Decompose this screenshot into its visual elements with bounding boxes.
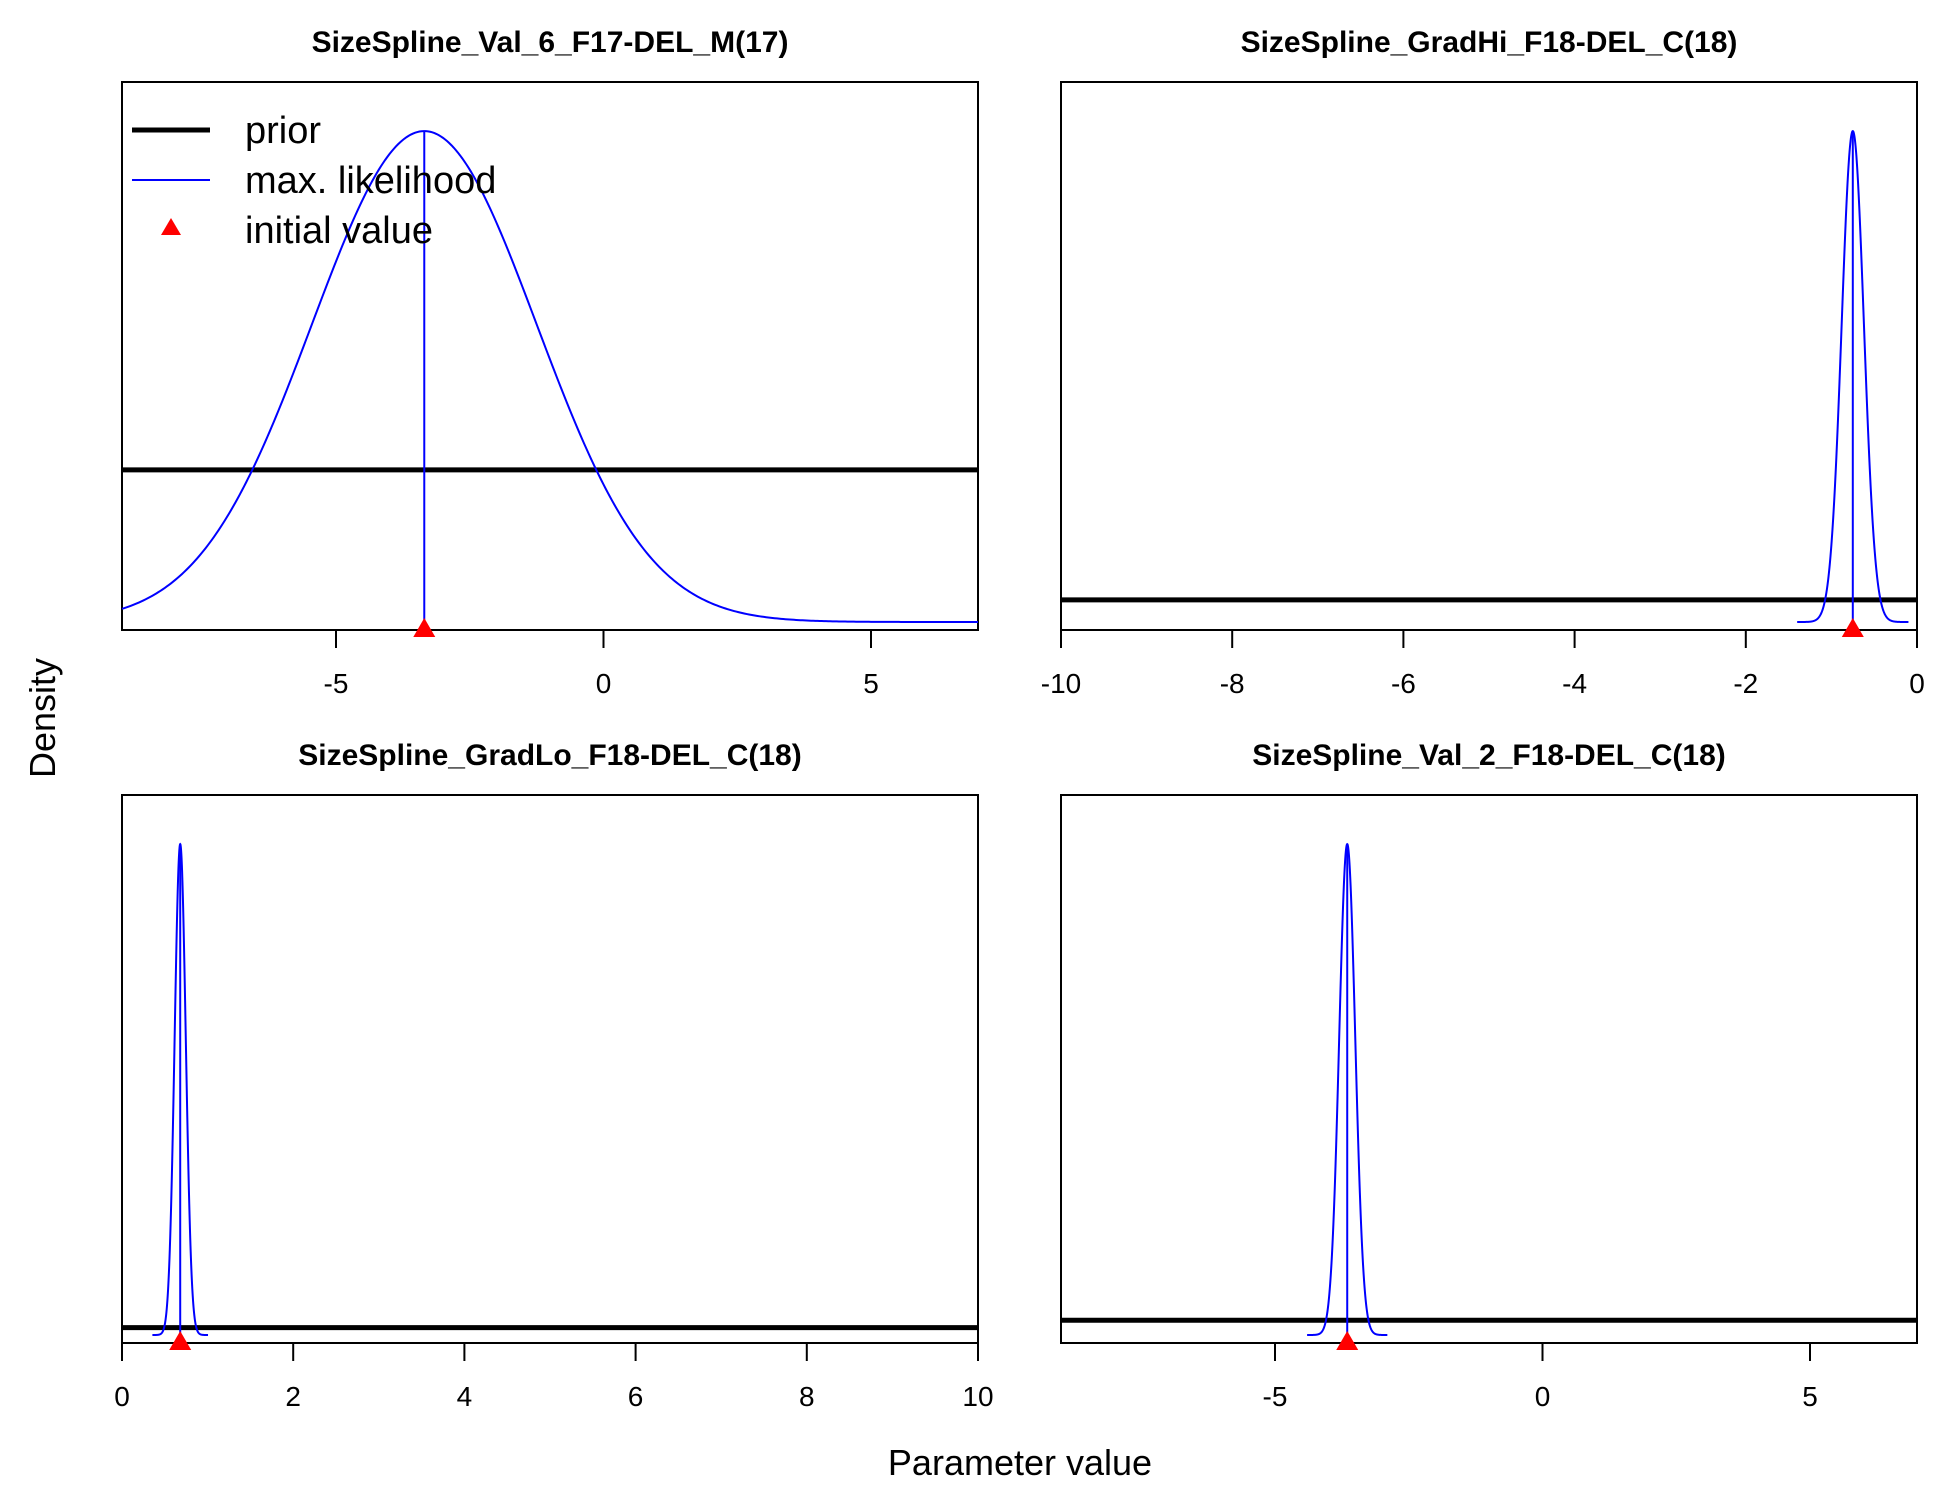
x-axis-label: Parameter value xyxy=(888,1442,1152,1483)
initial-value-marker xyxy=(169,1331,192,1350)
initial-value-marker xyxy=(1841,618,1864,637)
x-tick-label: 0 xyxy=(596,668,612,699)
x-tick-label: 6 xyxy=(628,1381,644,1412)
legend-initial-value-label: initial value xyxy=(245,210,433,252)
panel-title: SizeSpline_GradHi_F18-DEL_C(18) xyxy=(1241,26,1738,59)
x-tick-label: 0 xyxy=(1535,1381,1551,1412)
legend-mle-label: max. likelihood xyxy=(245,160,496,202)
x-tick-label: -6 xyxy=(1391,668,1416,699)
x-tick-label: -2 xyxy=(1733,668,1758,699)
mle-curve xyxy=(1307,842,1388,1336)
legend-prior-label: prior xyxy=(245,110,321,152)
x-tick-label: 0 xyxy=(1909,668,1925,699)
x-tick-label: 10 xyxy=(962,1381,993,1412)
panel-3: SizeSpline_GradLo_F18-DEL_C(18) 0 2 4 6 8 10 xyxy=(114,739,993,1412)
x-tick-label: 5 xyxy=(1802,1381,1818,1412)
x-tick-label: 0 xyxy=(114,1381,130,1412)
x-tick-label: -10 xyxy=(1041,668,1081,699)
panel-title: SizeSpline_GradLo_F18-DEL_C(18) xyxy=(298,739,801,772)
legend-initial-value-swatch xyxy=(161,218,181,235)
mle-curve xyxy=(1797,129,1909,623)
initial-value-marker xyxy=(413,618,436,637)
x-tick-label: -4 xyxy=(1562,668,1587,699)
x-tick-label: -8 xyxy=(1220,668,1245,699)
plot-frame xyxy=(121,794,979,1344)
x-tick-label: -5 xyxy=(1263,1381,1288,1412)
y-axis-label: Density xyxy=(22,658,63,778)
panel-1: SizeSpline_Val_6_F17-DEL_M(17) -5 0 5 xyxy=(121,26,979,699)
mle-curve xyxy=(121,130,978,623)
x-tick-label: 8 xyxy=(799,1381,815,1412)
x-tick-label: 5 xyxy=(863,668,879,699)
x-tick-label: 4 xyxy=(457,1381,473,1412)
plot-frame xyxy=(1060,81,1918,631)
mle-curve xyxy=(152,842,209,1336)
x-tick-label: -5 xyxy=(324,668,349,699)
legend: prior max. likelihood initial value xyxy=(132,110,496,252)
x-tick-label: 2 xyxy=(285,1381,301,1412)
panel-4: SizeSpline_Val_2_F18-DEL_C(18) -5 0 5 xyxy=(1060,739,1918,1412)
panel-title: SizeSpline_Val_6_F17-DEL_M(17) xyxy=(312,26,789,59)
panel-2: SizeSpline_GradHi_F18-DEL_C(18) -10 -8 -6 -4… xyxy=(1041,26,1925,699)
plot-frame xyxy=(1060,794,1918,1344)
initial-value-marker xyxy=(1336,1331,1359,1350)
panel-title: SizeSpline_Val_2_F18-DEL_C(18) xyxy=(1252,739,1726,772)
